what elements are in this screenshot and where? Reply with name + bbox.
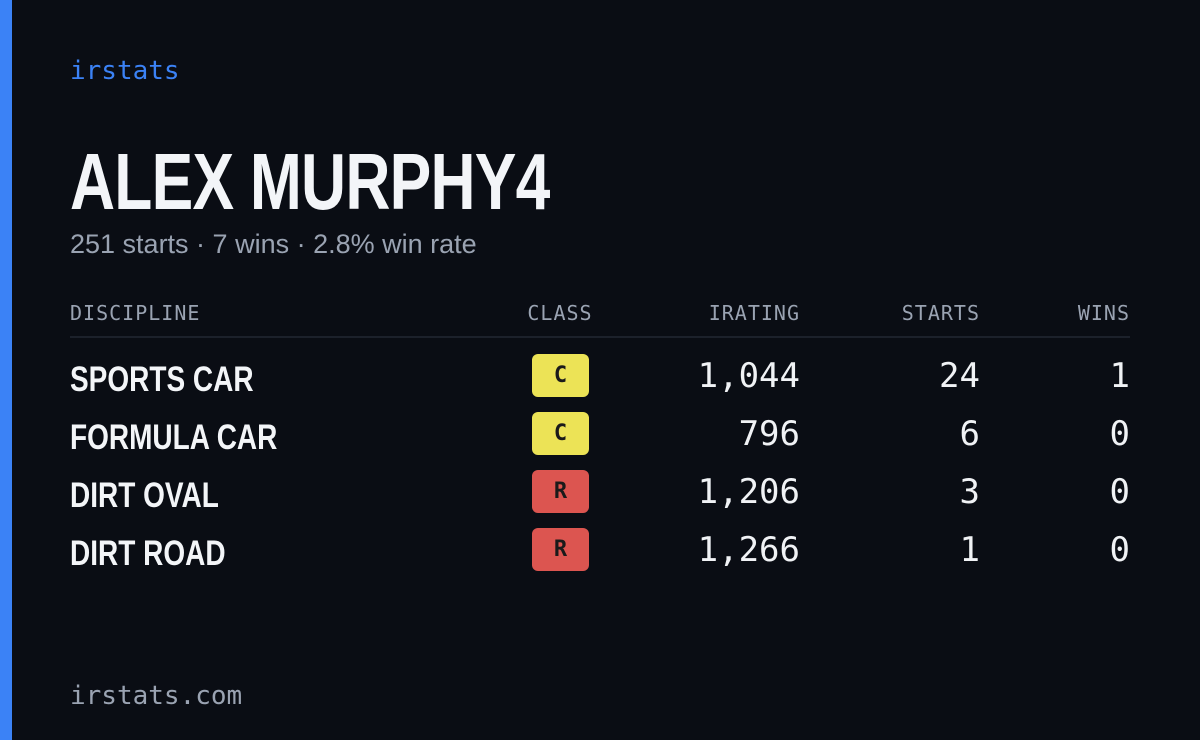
discipline: DIRT ROAD xyxy=(70,534,226,573)
discipline: DIRT OVAL xyxy=(70,476,219,515)
column-header: STARTS xyxy=(901,301,980,325)
class-badge: R xyxy=(532,470,589,513)
title: ALEX MURPHY4 xyxy=(70,137,550,226)
column-header: CLASS xyxy=(527,301,593,325)
wins: 0 xyxy=(1109,414,1130,454)
divider xyxy=(70,336,1130,338)
starts: 6 xyxy=(959,414,980,454)
column-header: WINS xyxy=(1077,301,1130,325)
class-badge: C xyxy=(532,354,589,397)
discipline: FORMULA CAR xyxy=(70,418,278,457)
footer-url: irstats.com xyxy=(70,681,243,711)
column-header: IRATING xyxy=(708,301,800,325)
starts: 24 xyxy=(939,356,980,396)
starts: 3 xyxy=(959,472,980,512)
irating: 1,266 xyxy=(697,530,800,570)
class-badge: R xyxy=(532,528,589,571)
discipline: SPORTS CAR xyxy=(70,360,254,399)
wins: 1 xyxy=(1109,356,1130,396)
column-header: DISCIPLINE xyxy=(70,301,201,325)
irating: 1,044 xyxy=(697,356,800,396)
class-badge: C xyxy=(532,412,589,455)
wins: 0 xyxy=(1109,472,1130,512)
irating: 796 xyxy=(738,414,800,454)
subtitle: 251 starts · 7 wins · 2.8% win rate xyxy=(70,229,477,259)
brand: irstats xyxy=(70,56,180,86)
irating: 1,206 xyxy=(697,472,800,512)
accent-bar xyxy=(0,0,12,740)
starts: 1 xyxy=(959,530,980,570)
wins: 0 xyxy=(1109,530,1130,570)
